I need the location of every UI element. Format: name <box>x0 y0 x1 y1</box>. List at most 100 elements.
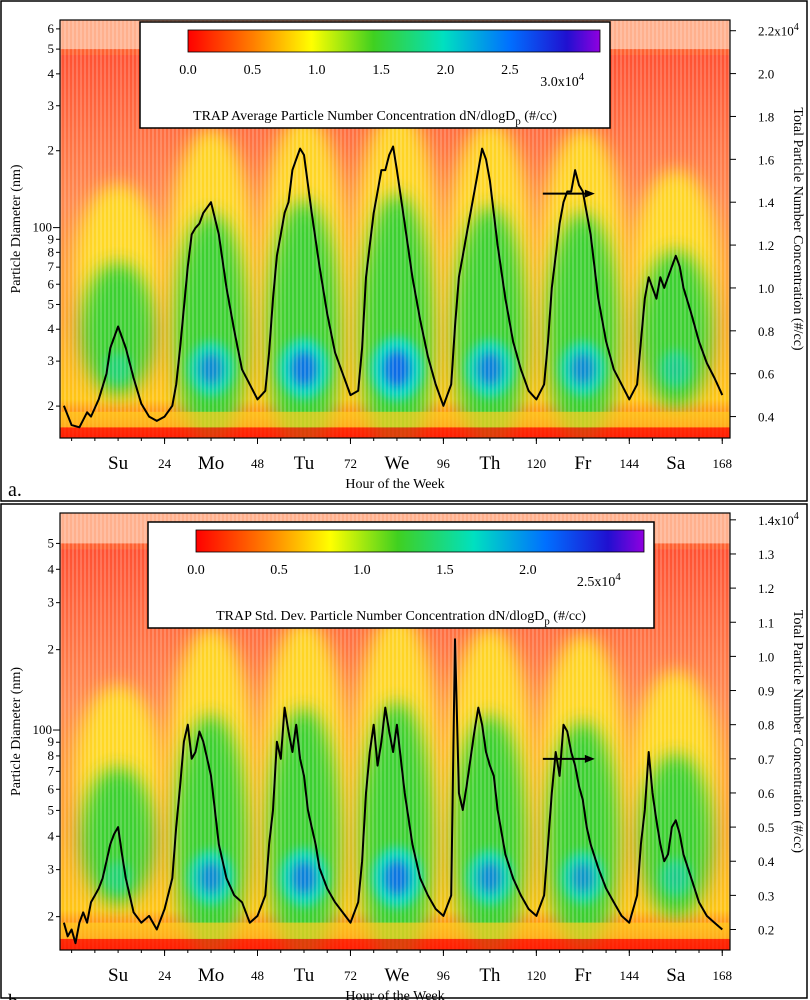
y-tick-label: 6 <box>48 21 55 36</box>
day-label: Su <box>108 965 129 986</box>
y2-tick-label: 1.1 <box>758 615 774 630</box>
y2-tick-label: 1.4x104​ <box>758 511 799 528</box>
heatmap-band <box>60 411 730 428</box>
day-label: We <box>385 965 410 986</box>
x-tick-label: 120 <box>527 456 547 471</box>
y2-tick-label: 1.0 <box>758 649 774 664</box>
y-tick-label: 2 <box>48 909 55 924</box>
heatmap-band-red <box>60 938 730 950</box>
plot-frame <box>59 512 731 951</box>
y2-tick-label: 1.6 <box>758 152 775 167</box>
y2-tick-label: 2.0 <box>758 67 774 82</box>
colorbar-gradient <box>195 529 645 553</box>
y-tick-label: 4 <box>48 66 55 81</box>
day-label: Tu <box>294 453 315 474</box>
y-tick-label: 4 <box>48 828 55 843</box>
colorbar-title: TRAP Average Particle Number Concentrati… <box>193 109 557 128</box>
colorbar-tick-label: 2.0 <box>519 563 537 578</box>
colorbar-tick-label: 0.5 <box>270 563 288 578</box>
y-tick-label: 100 <box>33 722 53 737</box>
y-tick-label: 2 <box>48 398 55 413</box>
y2-tick-label: 0.8 <box>758 718 774 733</box>
y-tick-label: 5 <box>48 41 55 56</box>
y2-tick-label: 0.3 <box>758 888 774 903</box>
colorbar-tick-label: 0.5 <box>244 63 262 78</box>
colorbar-tick-label: 2.5 <box>501 63 519 78</box>
y-tick-label: 4 <box>48 321 55 336</box>
panel-b-border <box>0 503 808 999</box>
y-tick-label: 7 <box>48 763 55 778</box>
x-tick-label: 72 <box>344 456 357 471</box>
y2-tick-label: 0.6 <box>758 367 775 382</box>
y-tick-label: 9 <box>48 231 55 246</box>
arrow-head <box>584 189 595 198</box>
colorbar-tick-label: 3.0x104​ <box>540 71 585 90</box>
y-tick-label: 5 <box>48 296 55 311</box>
day-label: We <box>385 453 410 474</box>
y-tick-label: 2 <box>48 642 55 657</box>
colorbar-title: TRAP Std. Dev. Particle Number Concentra… <box>216 609 586 628</box>
x-tick-label: 24 <box>158 456 172 471</box>
x-tick-label: 96 <box>437 968 451 983</box>
y2-tick-label: 0.9 <box>758 684 774 699</box>
x-tick-label: 168 <box>713 456 733 471</box>
y-tick-label: 3 <box>48 98 55 113</box>
panel-a-border <box>0 0 808 502</box>
y2-tick-label: 1.4 <box>758 195 775 210</box>
y-tick-label: 3 <box>48 595 55 610</box>
x-tick-label: 144 <box>620 456 640 471</box>
total-concentration-line <box>62 145 724 429</box>
colorbar-tick-label: 0.0 <box>179 63 197 78</box>
day-label: Mo <box>198 453 224 474</box>
day-label: Sa <box>666 965 686 986</box>
x-tick-label: 168 <box>713 968 733 983</box>
heatmap-band-red <box>60 427 730 438</box>
colorbar-tick-label: 1.0 <box>353 563 371 578</box>
colorbar-tick-label: 2.5x104​ <box>577 571 622 590</box>
y-tick-label: 2 <box>48 143 55 158</box>
arrow-head <box>584 754 595 763</box>
day-label: Sa <box>666 453 686 474</box>
panel-label: b. <box>8 991 23 1000</box>
y-tick-label: 5 <box>48 535 55 550</box>
y2-tick-label: 0.2 <box>758 923 774 938</box>
y-tick-label: 3 <box>48 862 55 877</box>
y-tick-label: 100 <box>33 220 53 235</box>
y2-tick-label: 0.4 <box>758 410 775 425</box>
y2-tick-label: 1.2 <box>758 581 774 596</box>
colorbar-tick-label: 1.5 <box>372 63 390 78</box>
y2-tick-label: 0.5 <box>758 820 774 835</box>
heatmap-band <box>60 922 730 939</box>
x-tick-label: 96 <box>437 456 451 471</box>
plot-frame <box>59 19 731 439</box>
panel-label: a. <box>8 479 22 501</box>
y-tick-label: 7 <box>48 259 55 274</box>
day-label: Th <box>479 453 501 474</box>
y2-tick-label: 1.0 <box>758 281 774 296</box>
x-axis-title: Hour of the Week <box>345 989 444 1000</box>
x-tick-label: 120 <box>527 968 547 983</box>
y2-tick-label: 1.2 <box>758 238 774 253</box>
y-tick-label: 9 <box>48 734 55 749</box>
y-tick-label: 3 <box>48 353 55 368</box>
colorbar-tick-label: 1.0 <box>308 63 326 78</box>
y2-axis-title: Total Particle Number Concentration (#/c… <box>790 610 805 853</box>
y-tick-label: 5 <box>48 802 55 817</box>
y2-axis-title: Total Particle Number Concentration (#/c… <box>790 107 805 350</box>
y2-tick-label: 0.4 <box>758 854 775 869</box>
colorbar-tick-label: 0.0 <box>187 563 205 578</box>
y2-tick-label: 1.3 <box>758 547 774 562</box>
x-tick-label: 24 <box>158 968 172 983</box>
colorbar-tick-label: 2.0 <box>437 63 455 78</box>
y-tick-label: 6 <box>48 781 55 796</box>
y2-tick-label: 0.7 <box>758 752 775 767</box>
colorbar-gradient <box>187 29 601 53</box>
day-label: Tu <box>294 965 315 986</box>
y2-tick-label: 1.8 <box>758 109 774 124</box>
day-label: Fr <box>574 965 592 986</box>
colorbar-tick-label: 1.5 <box>436 563 454 578</box>
x-tick-label: 48 <box>251 456 264 471</box>
